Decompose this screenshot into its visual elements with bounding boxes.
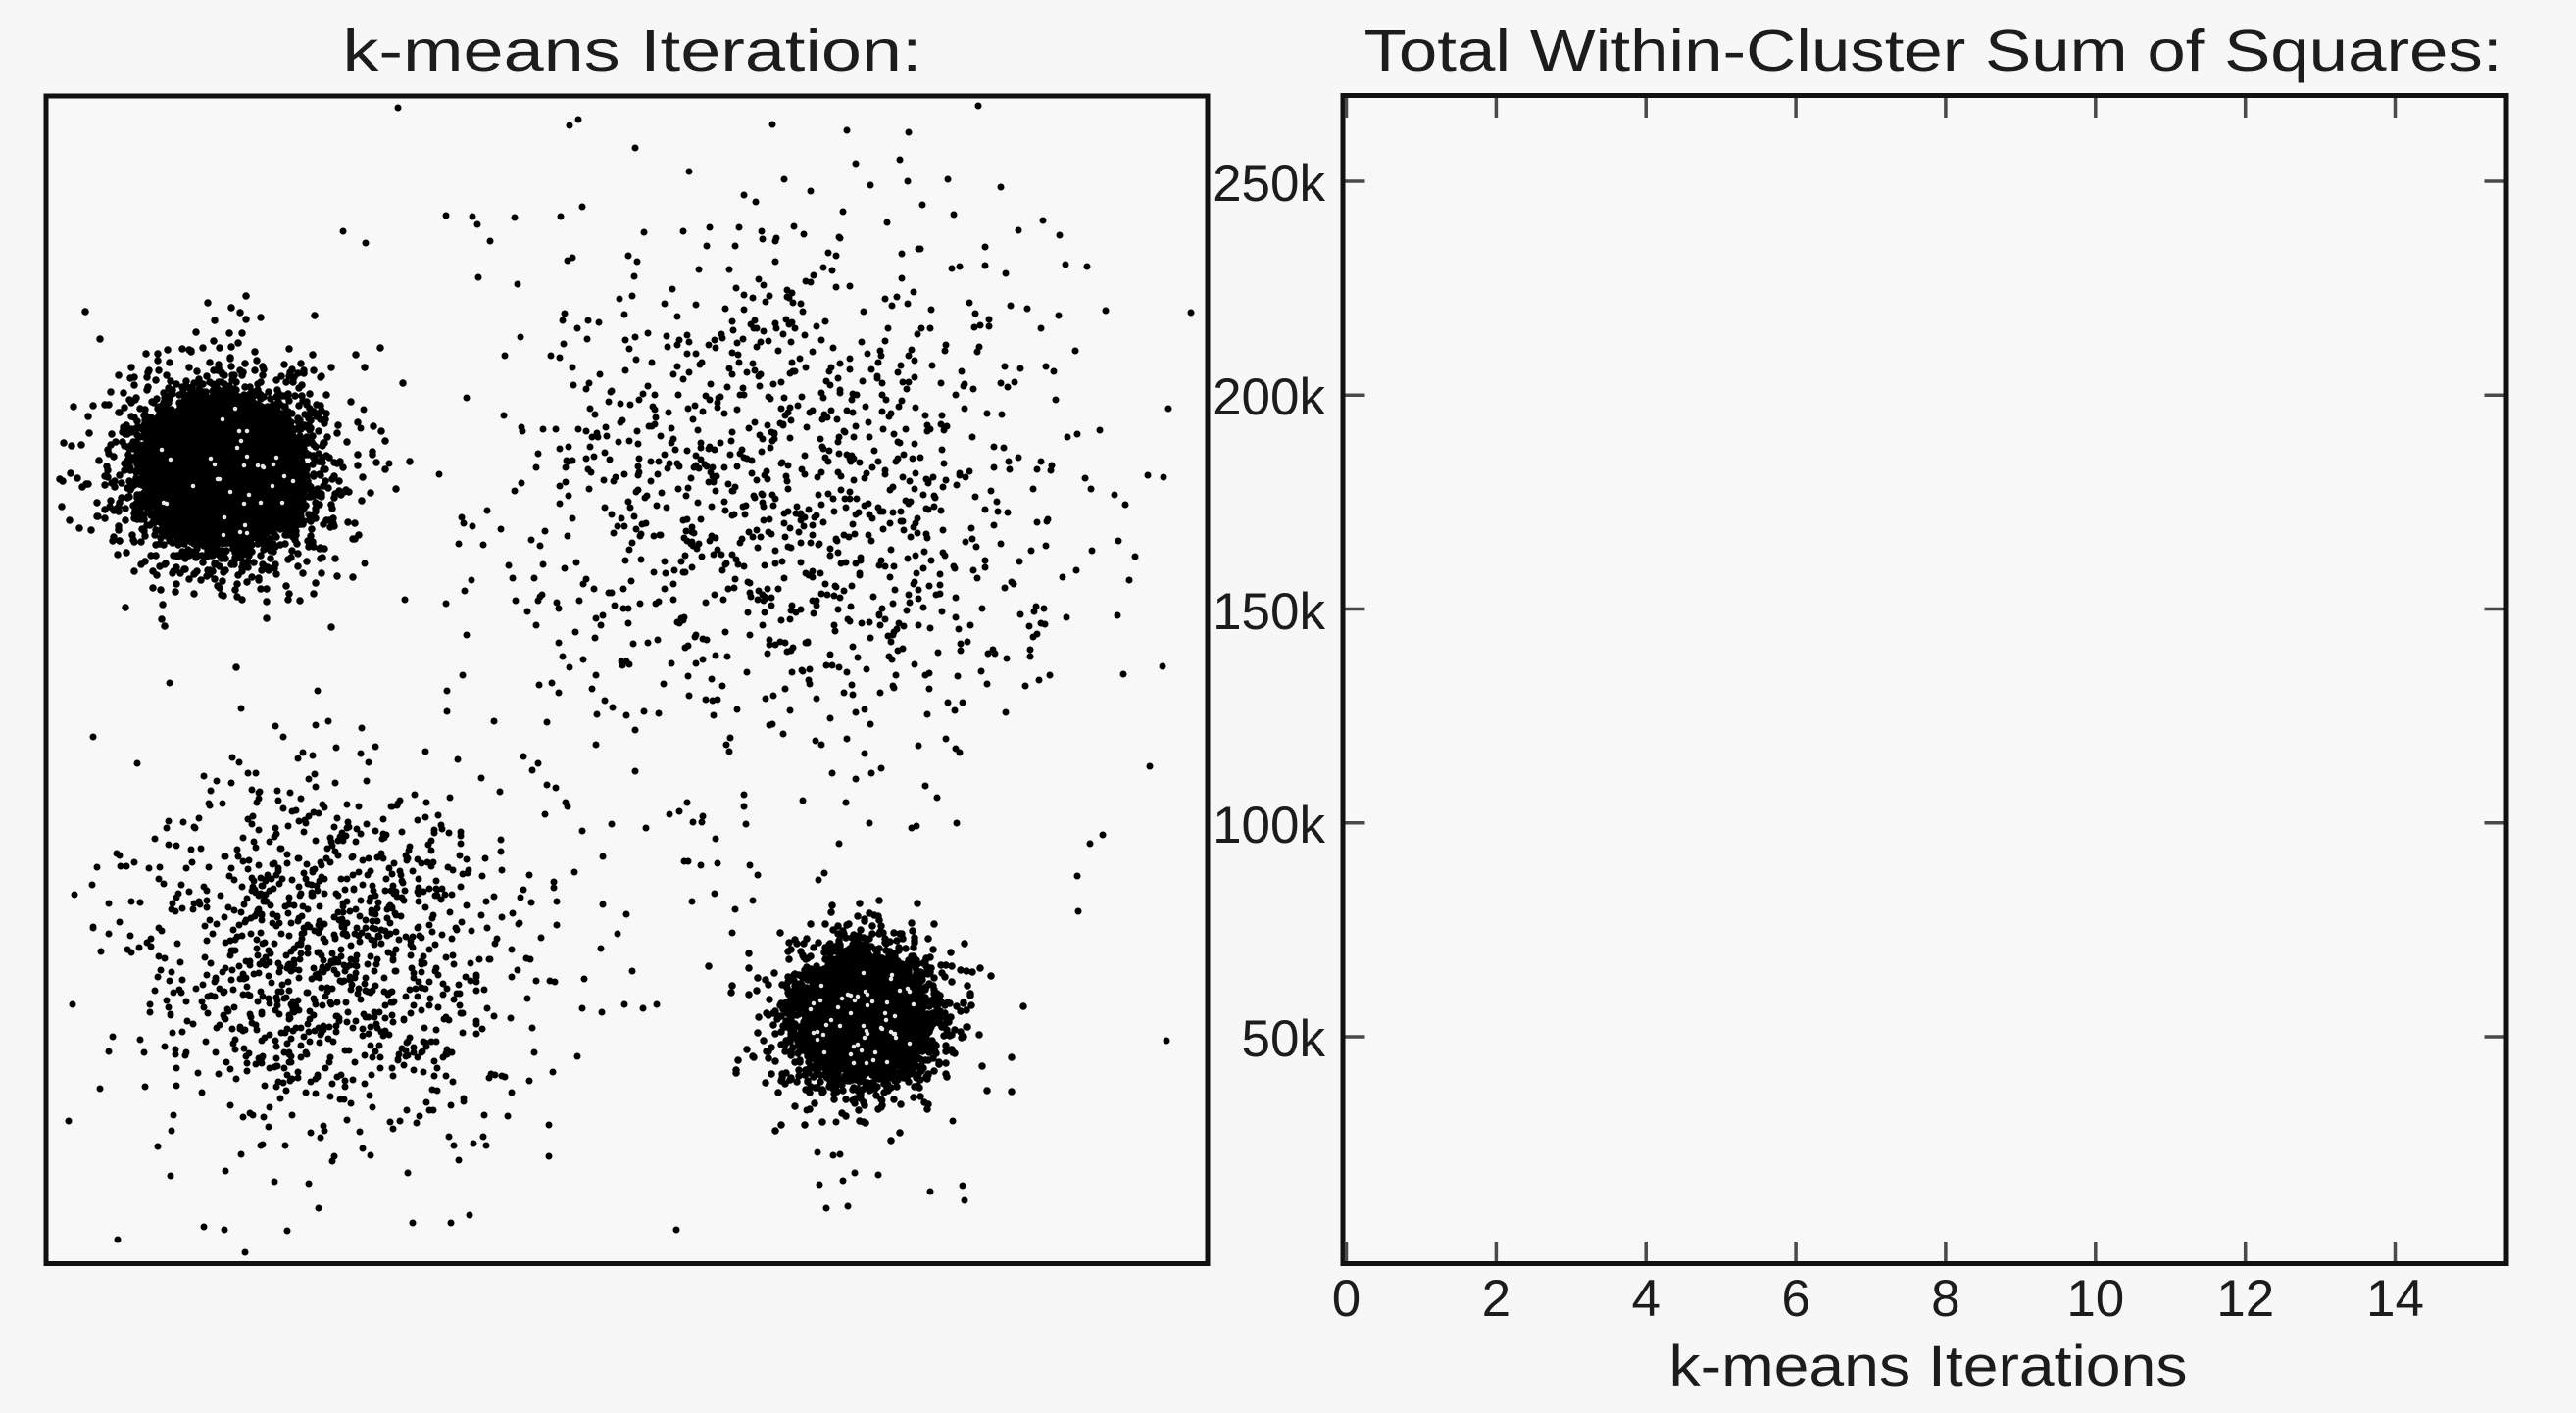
svg-text:100k: 100k — [1213, 797, 1325, 854]
svg-text:50k: 50k — [1242, 1010, 1326, 1068]
svg-text:0: 0 — [1332, 1270, 1361, 1328]
svg-text:8: 8 — [1931, 1270, 1959, 1328]
svg-text:12: 12 — [2216, 1270, 2274, 1328]
svg-text:10: 10 — [2066, 1270, 2124, 1328]
svg-text:250k: 250k — [1213, 155, 1325, 213]
svg-text:k-means Iterations: k-means Iterations — [1669, 1335, 2188, 1398]
svg-text:Total Within-Cluster Sum of Sq: Total Within-Cluster Sum of Squares: — [1364, 19, 2502, 83]
svg-text:4: 4 — [1631, 1270, 1660, 1328]
svg-text:150k: 150k — [1213, 583, 1325, 641]
svg-text:2: 2 — [1482, 1270, 1511, 1328]
svg-text:6: 6 — [1781, 1270, 1809, 1328]
svg-text:200k: 200k — [1213, 368, 1325, 426]
svg-text:k-means Iteration:: k-means Iteration: — [343, 19, 922, 83]
svg-text:14: 14 — [2366, 1270, 2424, 1328]
